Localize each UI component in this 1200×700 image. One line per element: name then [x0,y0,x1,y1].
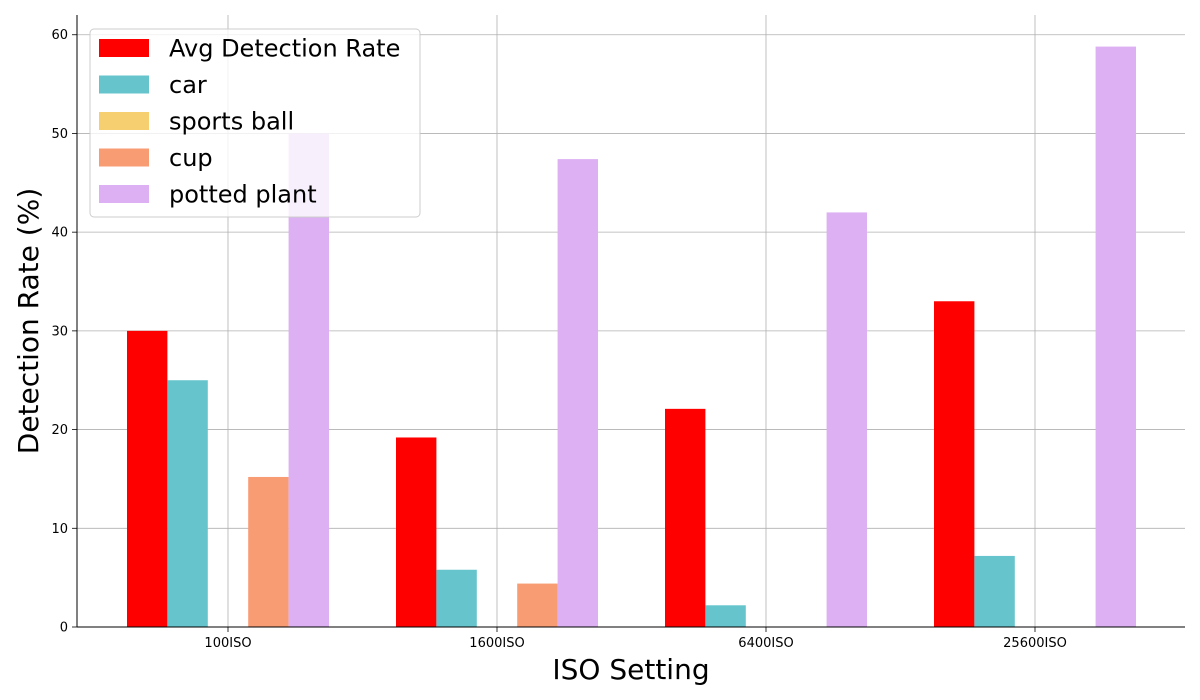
y-tick-label: 60 [51,28,68,43]
tick-labels: 0 10 20 30 40 50 60 100ISO 1600ISO 6400ISO 25600IS… [51,28,1066,651]
bar-potted-plant-25600iso [1095,46,1136,627]
legend-label: Avg Detection Rate [169,35,400,63]
legend-frame [89,28,421,218]
legend-label: potted plant [169,181,317,209]
bar-avg-detection-rate-100iso [127,330,168,627]
y-tick-label: 40 [51,226,68,241]
bar-avg-detection-rate-25600iso [934,301,975,627]
y-tick-label: 20 [51,423,68,438]
bar-car-1600iso [436,569,477,627]
bar-car-6400iso [705,605,746,627]
x-tick-label: 25600ISO [1003,636,1067,651]
bar-car-100iso [167,380,208,627]
x-tick-label: 100ISO [204,636,251,651]
legend-label: sports ball [169,108,294,136]
y-tick-label: 0 [60,621,68,636]
x-tick-label: 1600ISO [469,636,524,651]
bar-potted-plant-6400iso [826,212,867,627]
axes [72,15,1185,632]
legend-swatch [99,75,149,94]
y-tick-label: 10 [51,522,68,537]
y-tick-label: 30 [51,324,68,339]
legend-label: car [169,71,207,99]
y-axis-title: Detection Rate (%) [12,188,45,454]
legend-swatch [99,39,149,57]
y-tick-label: 50 [51,127,68,142]
bar-cup-100iso [248,476,289,627]
x-axis-title: ISO Setting [552,653,709,686]
x-tick-label: 6400ISO [738,636,793,651]
bar-avg-detection-rate-1600iso [396,437,437,627]
bar-cup-1600iso [517,583,558,627]
legend: Avg Detection Rate car sports ball cup potte… [89,28,421,218]
bar-car-25600iso [974,555,1015,627]
bar-potted-plant-1600iso [557,159,598,627]
legend-swatch [99,112,149,130]
bar-avg-detection-rate-6400iso [665,408,706,627]
legend-swatch [99,185,149,203]
legend-swatch [99,148,149,167]
legend-label: cup [169,144,213,172]
